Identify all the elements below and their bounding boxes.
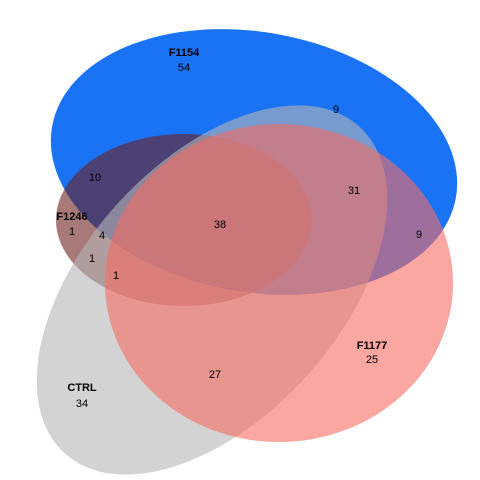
set-f1154-name: F1154: [169, 47, 200, 59]
set-f1177-count: 25: [366, 354, 378, 366]
set-f1154-count: 54: [178, 62, 190, 74]
region-f1154-f1246-ctrl-count: 4: [99, 230, 105, 242]
set-ctrl-name: CTRL: [67, 382, 97, 394]
set-f1177-ellipse: [105, 124, 453, 442]
region-f1246-ctrl-f1177-count: 1: [113, 270, 119, 282]
region-all-four-count: 38: [214, 219, 226, 231]
set-ctrl-count: 34: [76, 398, 88, 410]
region-f1154-f1177-count: 9: [416, 229, 422, 241]
region-f1154-ctrl-f1177-count: 31: [348, 185, 360, 197]
set-f1246-name: F1246: [56, 211, 87, 223]
region-f1246-ctrl-count: 1: [89, 253, 95, 265]
region-f1154-ctrl-count: 9: [333, 104, 339, 116]
set-f1177-name: F1177: [357, 340, 388, 352]
region-f1154-f1246-count: 10: [89, 172, 101, 184]
set-f1246-count: 1: [69, 226, 75, 238]
region-ctrl-f1177-count: 27: [209, 369, 221, 381]
